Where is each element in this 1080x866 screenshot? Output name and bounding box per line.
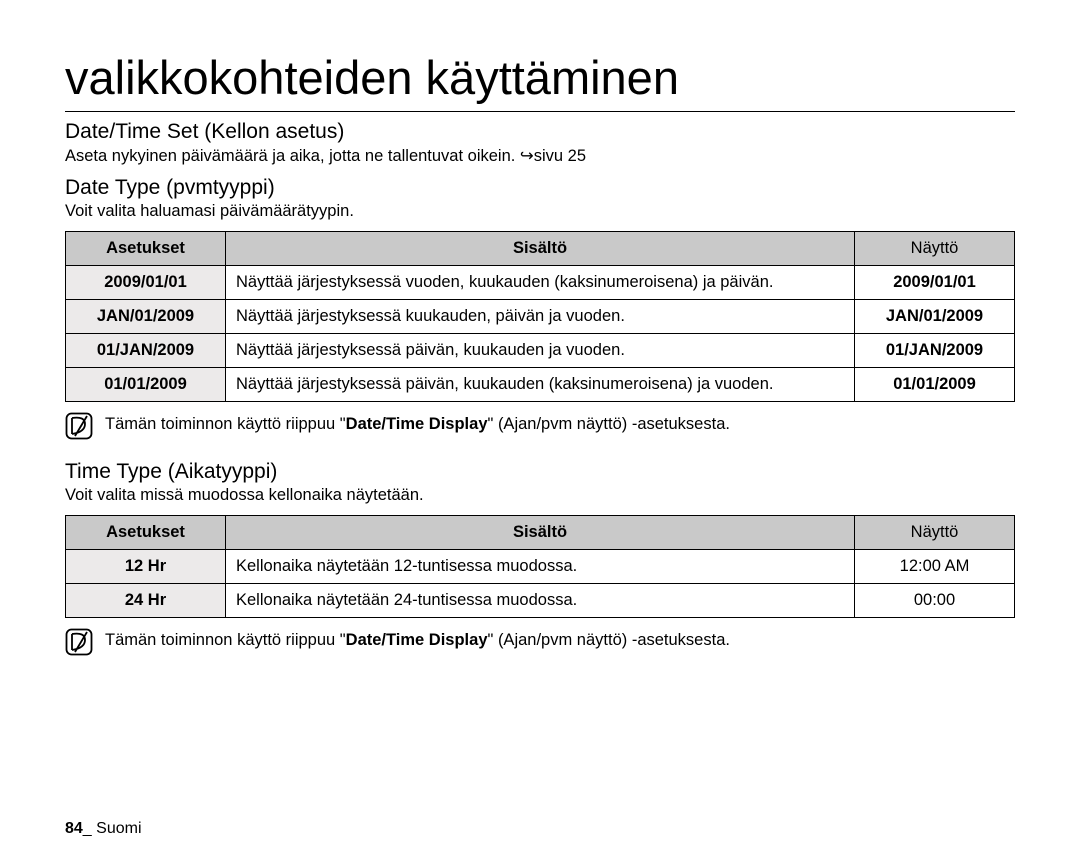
footer-lang: Suomi <box>96 820 141 837</box>
desc-cell: Näyttää järjestyksessä päivän, kuukauden… <box>226 334 855 368</box>
table-row: JAN/01/2009Näyttää järjestyksessä kuukau… <box>66 300 1015 334</box>
table-header: Näyttö <box>855 232 1015 266</box>
table-row: 24 HrKellonaika näytetään 24-tuntisessa … <box>66 584 1015 618</box>
option-cell: JAN/01/2009 <box>66 300 226 334</box>
display-cell: 01/01/2009 <box>855 368 1015 402</box>
desc-cell: Kellonaika näytetään 24-tuntisessa muodo… <box>226 584 855 618</box>
date-type-table: Asetukset Sisältö Näyttö 2009/01/01Näytt… <box>65 231 1015 402</box>
option-cell: 01/01/2009 <box>66 368 226 402</box>
table-header: Asetukset <box>66 232 226 266</box>
display-cell: 12:00 AM <box>855 550 1015 584</box>
note-post: " (Ajan/pvm näyttö) -asetuksesta. <box>488 415 730 433</box>
option-cell: 2009/01/01 <box>66 266 226 300</box>
table-header: Sisältö <box>226 232 855 266</box>
note-row: Tämän toiminnon käyttö riippuu "Date/Tim… <box>65 628 1015 656</box>
table-row: 01/01/2009Näyttää järjestyksessä päivän,… <box>66 368 1015 402</box>
page-title: valikkokohteiden käyttäminen <box>65 50 1015 112</box>
desc-cell: Näyttää järjestyksessä päivän, kuukauden… <box>226 368 855 402</box>
display-cell: 00:00 <box>855 584 1015 618</box>
note-icon <box>65 628 93 656</box>
table-header: Näyttö <box>855 516 1015 550</box>
section3-heading: Time Type (Aikatyyppi) <box>65 460 1015 484</box>
display-cell: 2009/01/01 <box>855 266 1015 300</box>
section1-heading: Date/Time Set (Kellon asetus) <box>65 120 1015 144</box>
section1-body: Aseta nykyinen päivämäärä ja aika, jotta… <box>65 146 1015 166</box>
note-bold: Date/Time Display <box>346 631 488 649</box>
table-row: 12 HrKellonaika näytetään 12-tuntisessa … <box>66 550 1015 584</box>
note-text: Tämän toiminnon käyttö riippuu "Date/Tim… <box>105 628 730 650</box>
note-pre: Tämän toiminnon käyttö riippuu " <box>105 631 346 649</box>
section2-body: Voit valita haluamasi päivämäärätyypin. <box>65 202 1015 221</box>
page-footer: 84_ Suomi <box>65 820 142 838</box>
section3-body: Voit valita missä muodossa kellonaika nä… <box>65 486 1015 505</box>
option-cell: 24 Hr <box>66 584 226 618</box>
display-cell: 01/JAN/2009 <box>855 334 1015 368</box>
option-cell: 01/JAN/2009 <box>66 334 226 368</box>
desc-cell: Näyttää järjestyksessä kuukauden, päivän… <box>226 300 855 334</box>
table-header: Sisältö <box>226 516 855 550</box>
note-row: Tämän toiminnon käyttö riippuu "Date/Tim… <box>65 412 1015 440</box>
note-icon <box>65 412 93 440</box>
desc-cell: Kellonaika näytetään 12-tuntisessa muodo… <box>226 550 855 584</box>
note-text: Tämän toiminnon käyttö riippuu "Date/Tim… <box>105 412 730 434</box>
table-row: 01/JAN/2009Näyttää järjestyksessä päivän… <box>66 334 1015 368</box>
table-header: Asetukset <box>66 516 226 550</box>
note-pre: Tämän toiminnon käyttö riippuu " <box>105 415 346 433</box>
footer-sep: _ <box>83 820 96 837</box>
display-cell: JAN/01/2009 <box>855 300 1015 334</box>
option-cell: 12 Hr <box>66 550 226 584</box>
time-type-table: Asetukset Sisältö Näyttö 12 HrKellonaika… <box>65 515 1015 618</box>
note-post: " (Ajan/pvm näyttö) -asetuksesta. <box>488 631 730 649</box>
desc-cell: Näyttää järjestyksessä vuoden, kuukauden… <box>226 266 855 300</box>
section2-heading: Date Type (pvmtyyppi) <box>65 176 1015 200</box>
table-row: 2009/01/01Näyttää järjestyksessä vuoden,… <box>66 266 1015 300</box>
page-number: 84 <box>65 820 83 837</box>
note-bold: Date/Time Display <box>346 415 488 433</box>
